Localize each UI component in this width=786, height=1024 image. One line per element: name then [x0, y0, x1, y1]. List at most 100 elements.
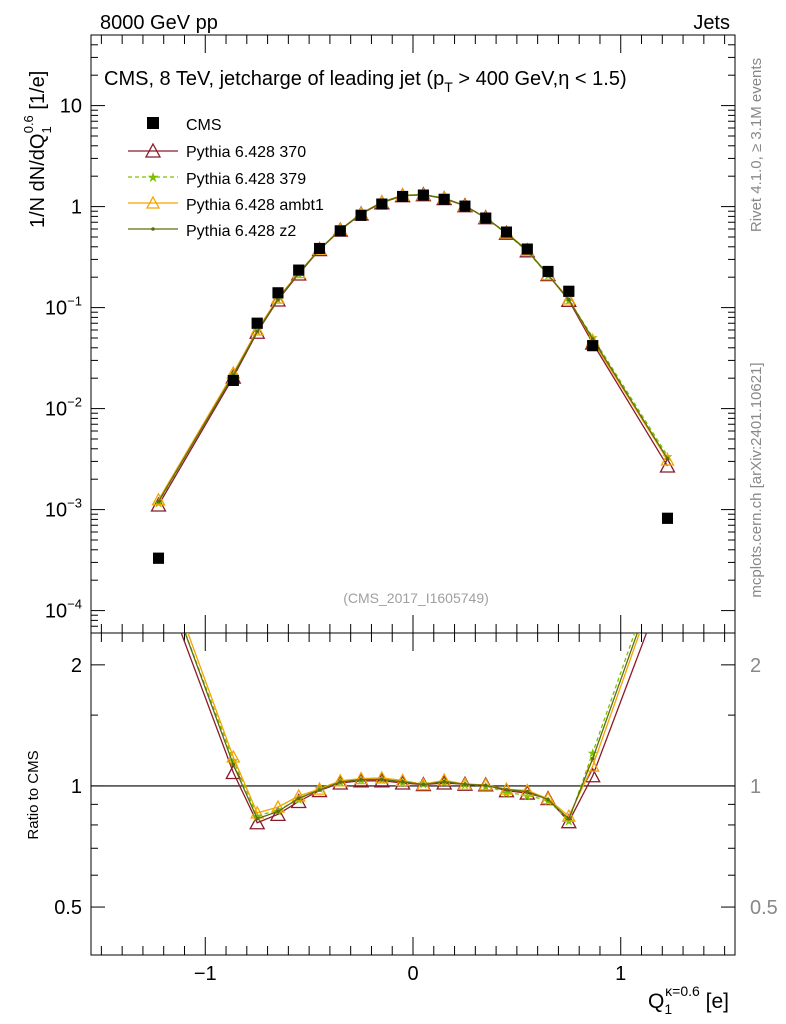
ratio-point: [442, 779, 446, 784]
ratio-point: [374, 770, 389, 784]
ratio-point: [661, 548, 673, 559]
ratio-point: [666, 546, 670, 550]
ratio-point: [152, 565, 166, 578]
ratio-point: ★: [251, 809, 263, 824]
cms-data-point-top: [376, 198, 388, 210]
ratio-point: [333, 773, 348, 787]
x-tick-label: −1: [194, 963, 217, 985]
ratio-point: [584, 767, 601, 783]
cms-data-point-top: [521, 243, 533, 255]
cms-data-point-top: [661, 512, 673, 524]
legend-label-z2: Pythia 6.428 z2: [186, 223, 296, 240]
ratio-point: [276, 809, 280, 814]
ratio-point: [317, 788, 322, 792]
y-tick-label: 10−1: [45, 294, 82, 320]
ratio-point: [590, 756, 595, 761]
ratio-point: [231, 762, 236, 767]
cms-data-point-top: [153, 552, 165, 564]
ratio-line-z2: [184, 633, 639, 821]
y-axis-label: 1/N dN/dQ10.6 [1/e]: [21, 71, 54, 228]
x-axis-label: Q1κ=0.6 [e]: [648, 983, 729, 1017]
mc-point: ★: [662, 449, 674, 464]
ratio-point: [400, 780, 405, 784]
ratio-point: [504, 787, 509, 792]
ratio-point: [463, 782, 467, 787]
ratio-series: ★★★★★★★★★★★★★★★★★★★★: [91, 532, 735, 830]
cms-data-point-top: [480, 212, 492, 224]
ratio-point: [296, 796, 301, 801]
legend-marker-cms: [147, 117, 159, 129]
ratio-point: [546, 797, 550, 802]
y-tick-label: 10−3: [45, 496, 82, 522]
cms-data-point-top: [417, 189, 429, 201]
legend-marker-370: [144, 142, 162, 158]
ratio-point: [525, 789, 530, 794]
plot-title: CMS, 8 TeV, jetcharge of leading jet (pT…: [104, 68, 627, 95]
cms-data-point-top: [438, 193, 450, 205]
mc-point: [255, 329, 259, 334]
mc-point: [250, 322, 265, 336]
mc-point: [665, 456, 670, 461]
cms-data-point-top: [251, 317, 263, 329]
ratio-plot-frame: [90, 632, 736, 956]
y-tick-label: 1: [71, 197, 82, 219]
y-tick-label: 10−2: [45, 395, 82, 421]
ratio-line-ambt1: [187, 633, 641, 818]
ratio-point: [380, 777, 384, 782]
cms-data-point-top: [587, 340, 599, 352]
mc-point: [156, 499, 161, 504]
ratio-point: [269, 805, 287, 821]
legend-marker-ambt1: [145, 195, 161, 209]
ratio-y-tick-label: 2: [71, 655, 82, 677]
ratio-point: ★: [227, 753, 239, 768]
ratio-y-tick-label-right: 2: [750, 655, 761, 677]
header-left: 8000 GeV pp: [100, 12, 218, 34]
legend-label-cms: CMS: [186, 117, 222, 134]
cms-data-point-top: [293, 264, 305, 276]
ratio-point: [520, 783, 535, 797]
ratio-point: ★: [501, 785, 513, 800]
ratio-point: [478, 777, 493, 791]
cms-data-point-top: [272, 287, 284, 299]
ratio-y-tick-label-right: 0.5: [750, 897, 778, 919]
y-tick-label: 10: [60, 96, 82, 118]
ratio-point: [483, 783, 488, 788]
ratio-point: [567, 817, 571, 821]
main-series: ★★★★★★★★★★★★★★★★★★★★: [150, 186, 676, 564]
mc-point: [561, 291, 576, 305]
ratio-point: [437, 772, 452, 786]
ratio-point: [421, 782, 426, 787]
ratio-y-axis-label: Ratio to CMS: [25, 750, 42, 839]
ratio-y-tick-label-right: 1: [750, 776, 761, 798]
ratio-point: ★: [662, 532, 674, 547]
legend-label-370: Pythia 6.428 370: [186, 144, 306, 161]
legend-marker-z2: [151, 227, 155, 231]
ratio-point: [660, 570, 674, 583]
ratio-point: [249, 814, 266, 830]
ratio-point: [353, 771, 369, 785]
ratio-point: [338, 780, 343, 784]
ratio-point: [291, 788, 306, 802]
x-tick-label: 1: [615, 963, 626, 985]
ratio-y-tick-label: 0.5: [54, 897, 82, 919]
header-right: Jets: [693, 12, 730, 34]
rivet-version-label: Rivet 4.1.0, ≥ 3.1M events: [748, 58, 765, 232]
cms-data-point-top: [542, 265, 554, 277]
cms-data-point-top: [500, 226, 512, 238]
ratio-point: [255, 816, 259, 821]
mc-point: [567, 297, 571, 302]
x-tick-label: 0: [407, 963, 418, 985]
ratio-lines: ★★★★★★★★★★★★★★★★★★★★: [152, 532, 674, 830]
legend-label-ambt1: Pythia 6.428 ambt1: [186, 197, 324, 214]
mc-point: [151, 492, 166, 506]
cms-data-point-top: [563, 285, 575, 297]
y-tick-label: 10−4: [45, 597, 82, 623]
cms-data-point-top: [355, 209, 367, 221]
cms-data-point-top: [397, 190, 409, 202]
legend: CMS Pythia 6.428 370 ★ Pythia 6.428 379 …: [128, 117, 324, 240]
legend-label-379: Pythia 6.428 379: [186, 171, 306, 188]
ratio-line-370: [180, 633, 648, 824]
ratio-point: ★: [587, 746, 599, 761]
